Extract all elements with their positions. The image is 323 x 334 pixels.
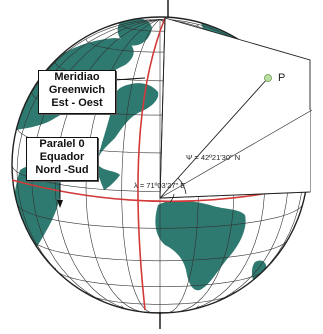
meridian-pointer <box>113 77 146 81</box>
parallel-line-2: Equador <box>39 151 85 163</box>
point-p-label: P <box>278 72 285 84</box>
grid-meridian <box>16 19 161 289</box>
meridian-radius <box>159 109 313 199</box>
longitude-arc <box>169 193 175 203</box>
latitude-arc <box>177 177 187 195</box>
grid-meridian <box>121 19 161 313</box>
point-p-marker <box>264 74 272 82</box>
parallel-line-1: Paralel 0 <box>39 138 85 150</box>
equatorial-radius <box>159 191 311 199</box>
africa-landmass <box>155 200 246 291</box>
longitude-label: λ = 71º03'27" E <box>134 181 185 190</box>
prime-meridian-line <box>137 17 166 311</box>
parallel-callout: Paralel 0 Equador Nord -Sud <box>26 137 98 181</box>
axis-line <box>159 17 166 199</box>
meridian-line-3: Est - Oest <box>51 97 103 109</box>
latitude-label: Ψ = 42º21'30" N <box>186 153 240 162</box>
plane-fill <box>160 78 310 198</box>
parallel-line-3: Nord -Sud <box>35 164 89 176</box>
meridian-callout: Meridiao Greenwich Est - Oest <box>38 70 116 114</box>
meridian-line-2: Greenwich <box>48 84 106 96</box>
meridian-line-1: Meridiao <box>54 71 100 83</box>
parallel-arrowhead <box>57 200 63 208</box>
